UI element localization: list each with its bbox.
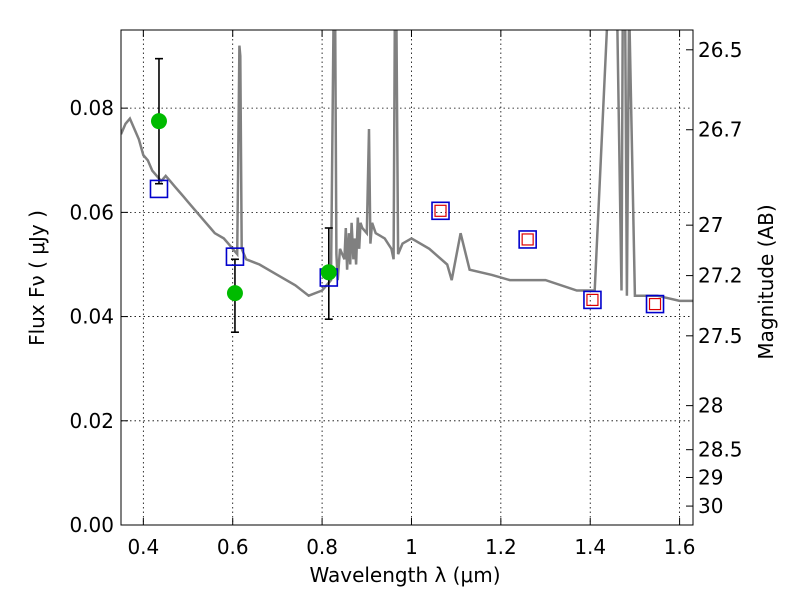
y2-tick-label: 27 xyxy=(698,213,723,237)
y2-axis-label: Magnitude (AB) xyxy=(754,204,778,359)
predicted-square xyxy=(586,293,599,307)
y-tick-label: 0.08 xyxy=(69,96,114,120)
model-photometry-square xyxy=(583,290,602,310)
x-tick-label: 0.6 xyxy=(217,535,249,559)
predicted-square xyxy=(521,233,534,246)
y2-tick-label: 26.7 xyxy=(698,118,743,142)
observed-point xyxy=(226,285,243,302)
y-axis-ticks: 0.00 0.02 0.04 0.06 0.08 xyxy=(69,96,128,537)
model-photometry-square xyxy=(431,201,450,221)
y-axis-label: Flux Fν ( μJy ) xyxy=(25,210,49,346)
plot-area xyxy=(121,30,693,334)
y2-tick-label: 26.5 xyxy=(698,38,743,62)
x-tick-label: 0.8 xyxy=(306,535,338,559)
y-tick-label: 0.06 xyxy=(69,200,114,224)
observed-point xyxy=(320,264,337,281)
model-photometry-markers xyxy=(149,179,665,314)
observed-markers xyxy=(150,113,337,302)
sed-model-line xyxy=(121,30,693,303)
x-axis-label: Wavelength λ (μm) xyxy=(309,563,500,587)
predicted-square xyxy=(648,297,662,311)
y2-tick-label: 28.5 xyxy=(698,438,743,462)
y2-tick-label: 30 xyxy=(698,494,723,518)
model-photometry-square xyxy=(645,294,665,314)
y2-axis-ticks: 26.5 26.7 27 27.2 27.5 28 28.5 29 30 xyxy=(686,38,743,518)
model-photometry-square xyxy=(225,247,245,266)
y-tick-label: 0.02 xyxy=(69,409,114,433)
predicted-square xyxy=(434,204,447,217)
model-photometry-square xyxy=(518,230,537,249)
x-tick-label: 1.4 xyxy=(574,535,606,559)
predicted-markers xyxy=(434,204,662,311)
model-photometry-square xyxy=(149,179,169,199)
x-axis-ticks: 0.4 0.6 0.8 1 1.2 1.4 1.6 xyxy=(127,30,696,559)
y2-tick-label: 28 xyxy=(698,394,723,418)
x-tick-label: 1.6 xyxy=(664,535,696,559)
y-tick-label: 0.04 xyxy=(69,305,114,329)
x-tick-label: 0.4 xyxy=(127,535,159,559)
observed-point xyxy=(150,113,167,130)
grid-layer xyxy=(121,30,693,526)
y2-tick-label: 29 xyxy=(698,465,723,489)
y2-tick-label: 27.2 xyxy=(698,264,743,288)
y-tick-label: 0.00 xyxy=(69,513,114,537)
x-tick-label: 1.2 xyxy=(485,535,517,559)
x-tick-label: 1 xyxy=(405,535,418,559)
plot-frame xyxy=(120,29,694,526)
y2-tick-label: 27.5 xyxy=(698,324,743,348)
